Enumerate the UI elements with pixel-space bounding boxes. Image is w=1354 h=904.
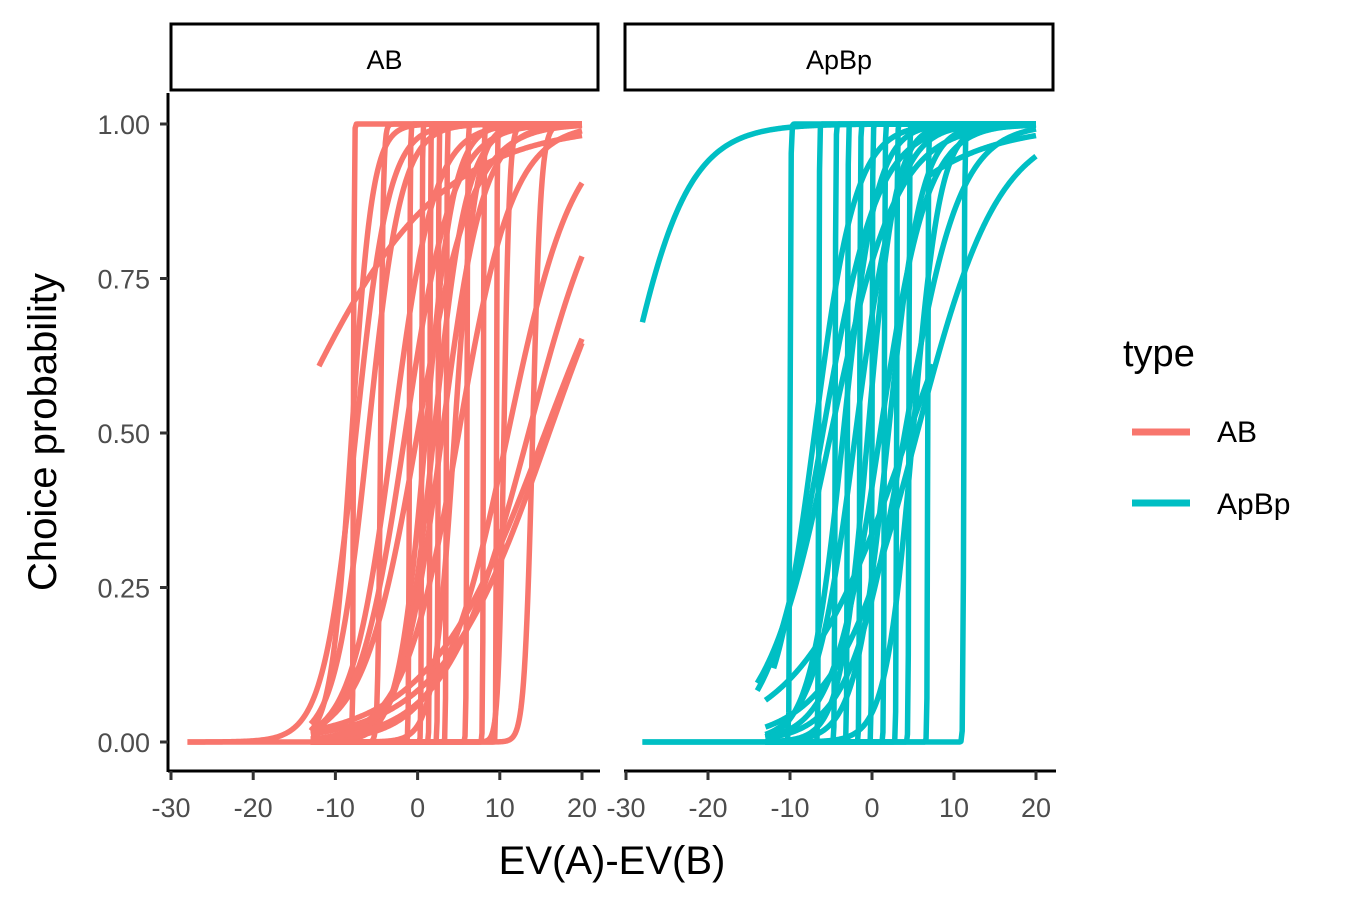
x-tick-label: -20 — [234, 793, 273, 823]
legend-label-apbp: ApBp — [1217, 488, 1290, 521]
facet-strip-apbp — [623, 22, 1055, 92]
x-tick-label: 0 — [864, 793, 879, 823]
facet-panel-apbp: ApBp -30 -20 -10 0 10 20 — [606, 22, 1056, 823]
legend-label-ab: AB — [1217, 416, 1257, 449]
y-tick-label: 0.25 — [97, 574, 150, 604]
facet-panel-ab: AB 0.00 0.25 0.50 0.75 1.00 -30 -20 -10 0 10 20 — [97, 22, 600, 823]
curve-ab-27 — [308, 341, 585, 737]
x-tick-label: 20 — [1021, 793, 1051, 823]
curve-ab-18 — [308, 128, 584, 742]
curve-ab-24 — [308, 255, 585, 742]
x-tick-label: -30 — [151, 793, 190, 823]
x-axis-ticks-apbp: -30 -20 -10 0 10 20 — [606, 771, 1051, 823]
curve-ab-25 — [308, 121, 584, 745]
x-axis-title: EV(A)-EV(B) — [499, 839, 726, 883]
x-axis-ticks-ab: -30 -20 -10 0 10 20 — [151, 771, 597, 823]
x-tick-label: -10 — [316, 793, 355, 823]
y-tick-label: 0.50 — [97, 419, 150, 449]
legend: type AB ApBp — [1123, 333, 1290, 521]
curve-apbp-22 — [763, 121, 1038, 745]
y-tick-label: 0.00 — [97, 728, 150, 758]
x-tick-label: 10 — [939, 793, 969, 823]
x-tick-label: -30 — [606, 793, 645, 823]
curve-apbp-21 — [763, 154, 1038, 730]
legend-title: type — [1123, 333, 1195, 375]
x-tick-label: -20 — [688, 793, 727, 823]
curve-apbp-24 — [926, 132, 1039, 178]
x-tick-label: 20 — [567, 793, 597, 823]
facet-strip-ab — [169, 22, 600, 92]
curve-apbp-23 — [763, 363, 937, 703]
facet-strip-label-apbp: ApBp — [806, 45, 872, 75]
curve-ab-26 — [308, 337, 585, 734]
y-tick-label: 1.00 — [97, 110, 150, 140]
curve-ab-3 — [316, 132, 584, 368]
x-tick-label: 0 — [410, 793, 425, 823]
facet-strip-label-ab: AB — [366, 45, 402, 75]
x-tick-label: 10 — [485, 793, 515, 823]
y-axis-title: Choice probability — [21, 273, 65, 591]
x-tick-label: -10 — [770, 793, 809, 823]
y-tick-label: 0.75 — [97, 265, 150, 295]
y-axis-ticks: 0.00 0.25 0.50 0.75 1.00 — [97, 110, 168, 758]
